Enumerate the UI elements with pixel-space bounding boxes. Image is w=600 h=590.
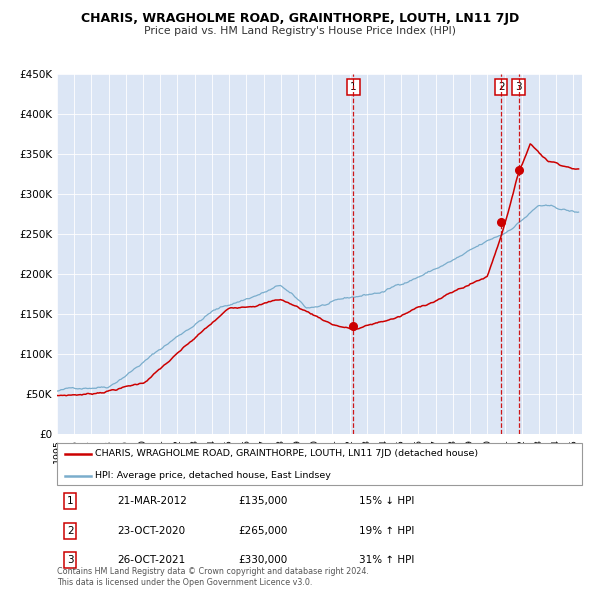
Text: 1: 1 (67, 496, 73, 506)
Text: 2: 2 (67, 526, 73, 536)
Text: £135,000: £135,000 (238, 496, 287, 506)
Text: £330,000: £330,000 (238, 555, 287, 565)
Text: Price paid vs. HM Land Registry's House Price Index (HPI): Price paid vs. HM Land Registry's House … (144, 26, 456, 36)
Text: HPI: Average price, detached house, East Lindsey: HPI: Average price, detached house, East… (95, 471, 331, 480)
Text: CHARIS, WRAGHOLME ROAD, GRAINTHORPE, LOUTH, LN11 7JD (detached house): CHARIS, WRAGHOLME ROAD, GRAINTHORPE, LOU… (95, 450, 478, 458)
Text: 31% ↑ HPI: 31% ↑ HPI (359, 555, 414, 565)
Text: 23-OCT-2020: 23-OCT-2020 (118, 526, 185, 536)
Text: 21-MAR-2012: 21-MAR-2012 (118, 496, 187, 506)
Text: CHARIS, WRAGHOLME ROAD, GRAINTHORPE, LOUTH, LN11 7JD: CHARIS, WRAGHOLME ROAD, GRAINTHORPE, LOU… (81, 12, 519, 25)
Text: 2: 2 (498, 82, 505, 92)
FancyBboxPatch shape (57, 442, 582, 485)
Text: 26-OCT-2021: 26-OCT-2021 (118, 555, 185, 565)
Text: 3: 3 (67, 555, 73, 565)
Text: 3: 3 (515, 82, 522, 92)
Text: This data is licensed under the Open Government Licence v3.0.: This data is licensed under the Open Gov… (57, 578, 313, 587)
Text: Contains HM Land Registry data © Crown copyright and database right 2024.: Contains HM Land Registry data © Crown c… (57, 568, 369, 576)
Text: £265,000: £265,000 (238, 526, 287, 536)
Text: 19% ↑ HPI: 19% ↑ HPI (359, 526, 414, 536)
Text: 1: 1 (350, 82, 357, 92)
Text: 15% ↓ HPI: 15% ↓ HPI (359, 496, 414, 506)
